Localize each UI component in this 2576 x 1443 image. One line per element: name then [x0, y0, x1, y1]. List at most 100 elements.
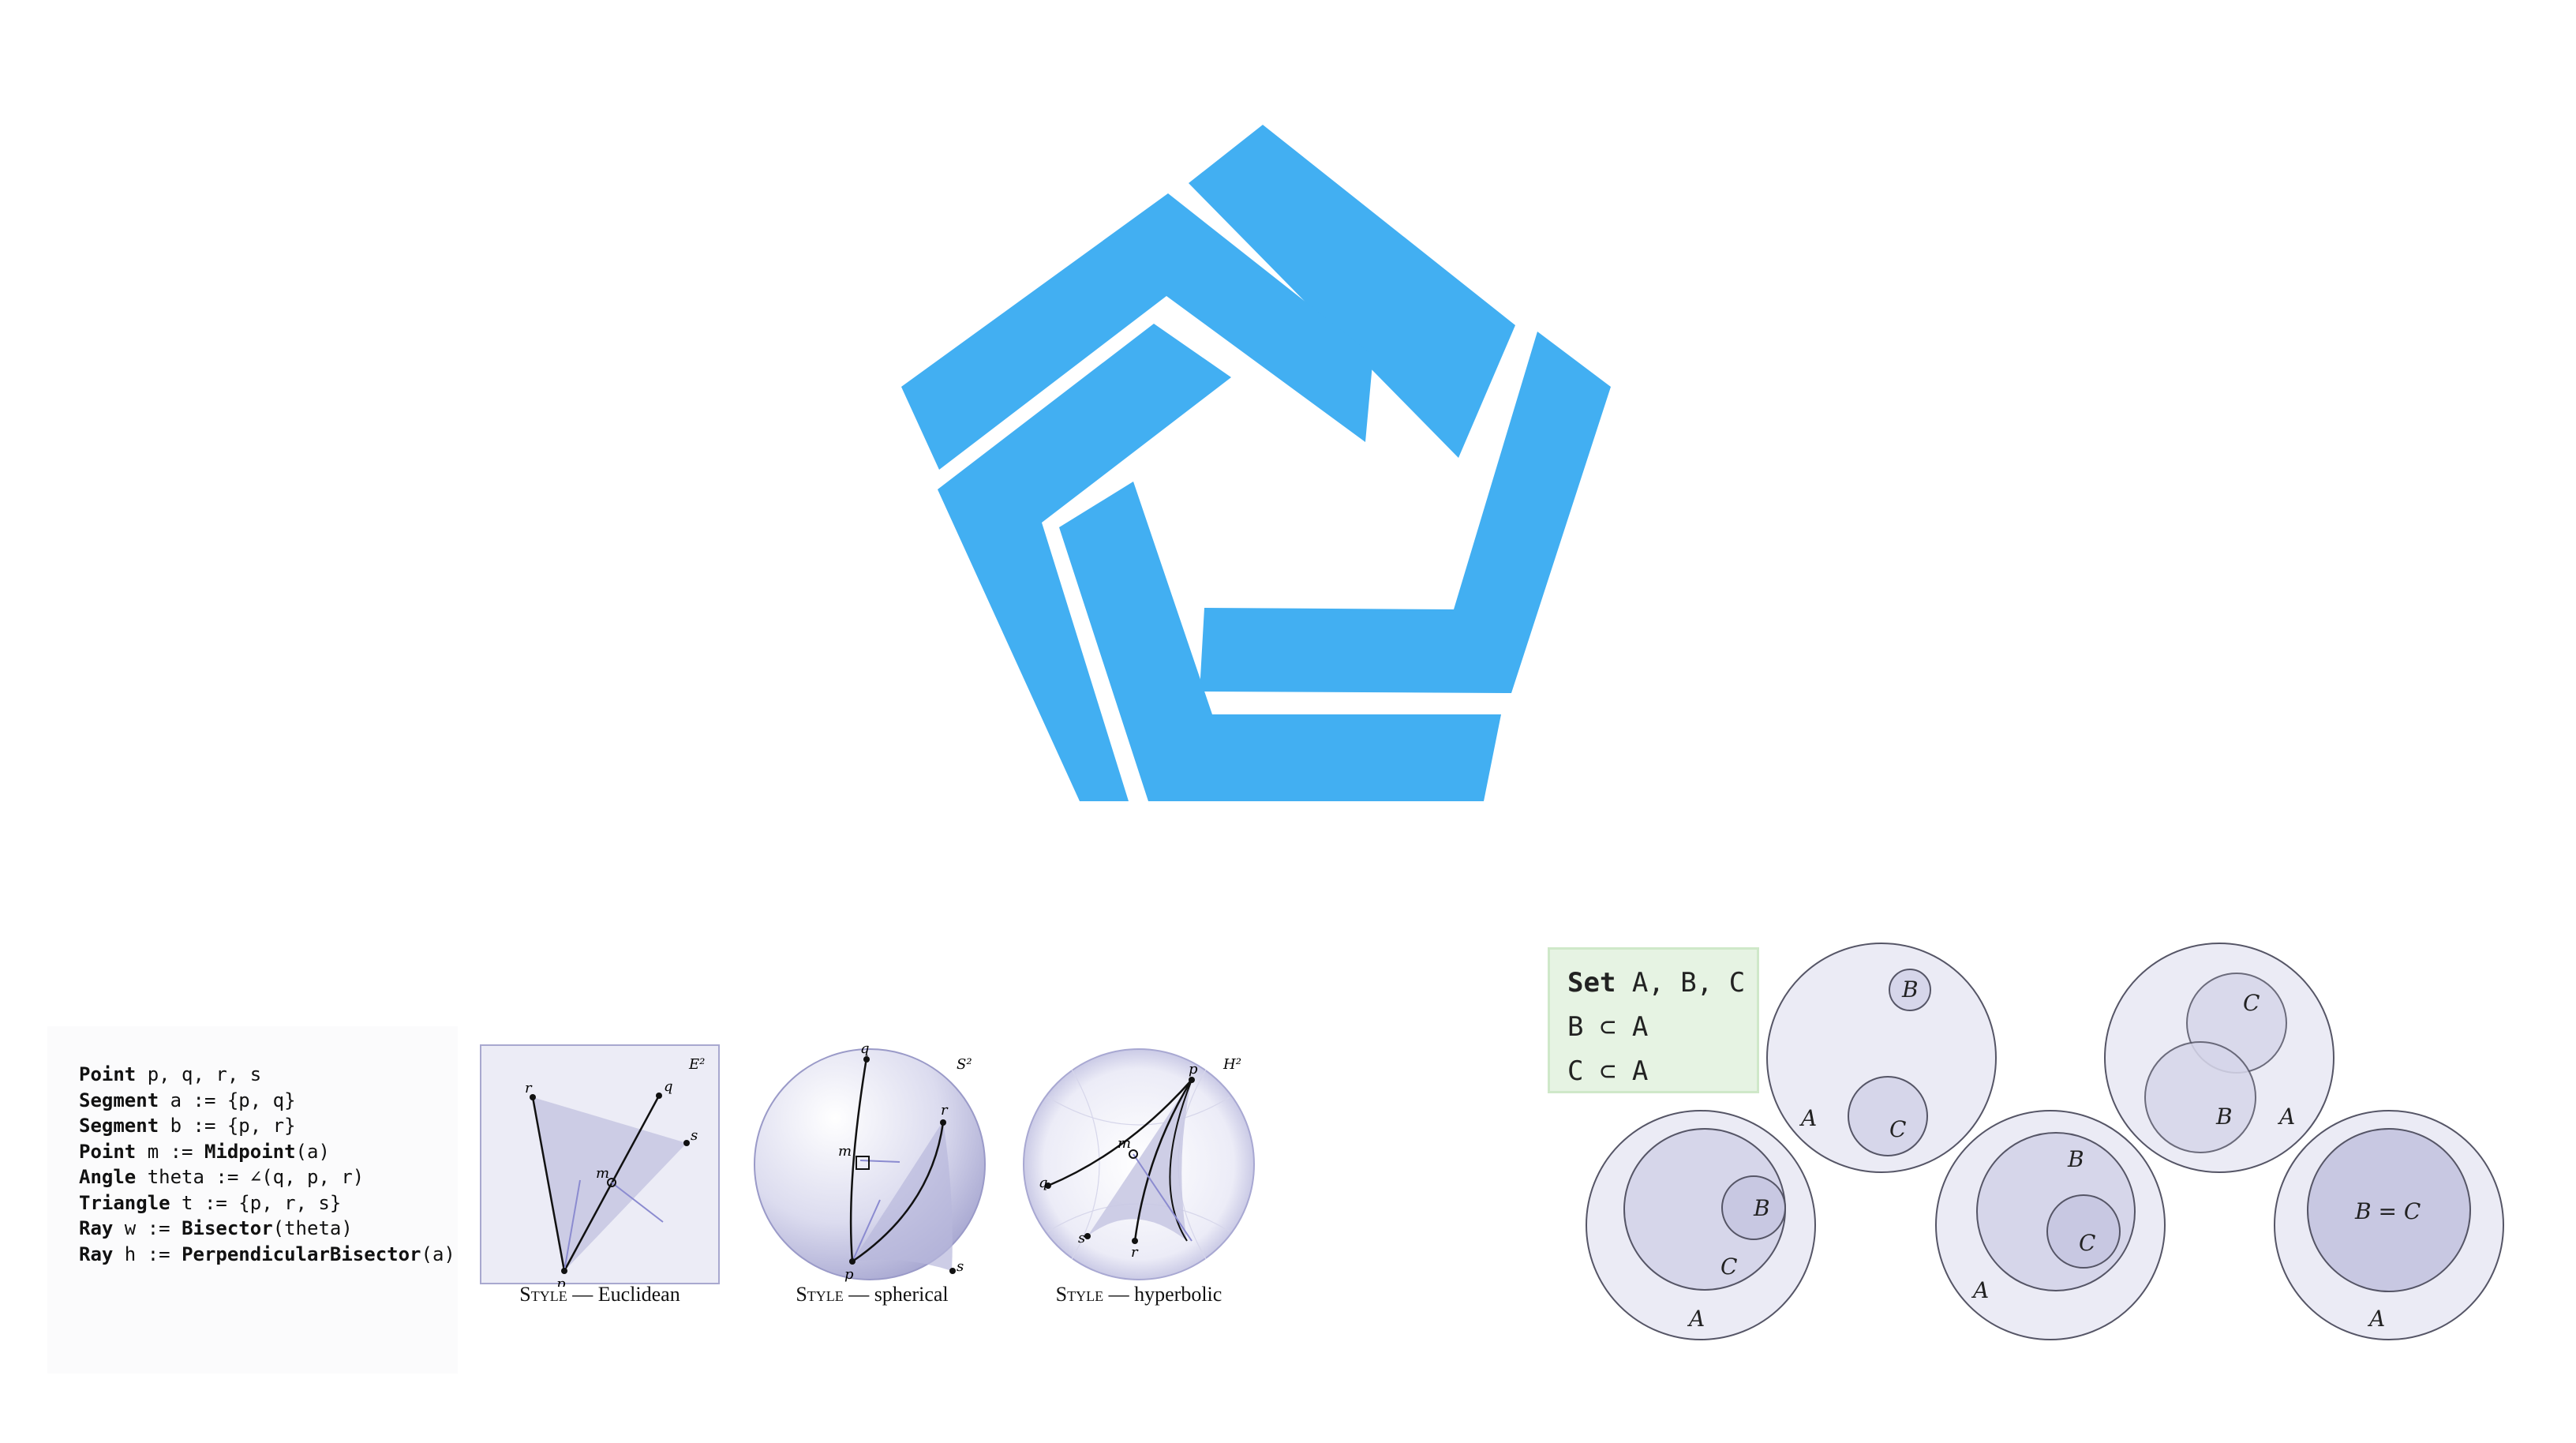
label-p: p	[1189, 1061, 1198, 1078]
code-line: Set A, B, C	[1567, 961, 1757, 1005]
point-q	[863, 1056, 870, 1063]
code-function: Bisector	[182, 1217, 273, 1239]
code-keyword: Ray	[79, 1242, 114, 1265]
code-keyword: Ray	[79, 1217, 114, 1239]
code-line: Point p, q, r, s	[79, 1062, 458, 1088]
venn-label-a: A	[1971, 1277, 1989, 1303]
ray-h	[611, 1182, 664, 1223]
spherical-caption: Style — spherical	[750, 1283, 994, 1306]
label-m: m	[596, 1165, 609, 1182]
label-s: s	[691, 1127, 698, 1144]
point-s	[683, 1140, 690, 1146]
venn-diagram-5	[2274, 1110, 2504, 1340]
ray-h	[859, 1160, 900, 1163]
venn-label-a: A	[2367, 1306, 2385, 1332]
code-keyword: Segment	[79, 1115, 159, 1137]
caption-style-name: hyperbolic	[1134, 1283, 1222, 1306]
code-line: Ray h := PerpendicularBisector(a)	[79, 1242, 458, 1268]
set-b-circle	[1721, 1175, 1786, 1240]
label-m: m	[1118, 1135, 1131, 1152]
set-b-circle	[1889, 969, 1931, 1011]
segment-b	[1133, 1079, 1193, 1242]
segment-a	[849, 1057, 868, 1262]
label-r: r	[1131, 1244, 1139, 1261]
space-label-h2: H²	[1222, 1056, 1241, 1073]
set-a-circle	[1766, 943, 1997, 1173]
point-p	[561, 1268, 567, 1274]
code-line: Point m := Midpoint(a)	[79, 1139, 458, 1165]
label-s: s	[1078, 1230, 1085, 1246]
code-text: A, B, C	[1616, 967, 1746, 999]
point-p	[1189, 1077, 1195, 1083]
code-keyword: Point	[79, 1063, 137, 1085]
point-m	[1129, 1149, 1138, 1159]
venn-label-c: C	[1889, 1116, 1906, 1142]
venn-label-a: A	[1687, 1306, 1705, 1332]
set-program-code: Set A, B, C B ⊂ A C ⊂ A	[1548, 947, 1759, 1093]
label-q: q	[1039, 1175, 1048, 1191]
point-p	[849, 1258, 856, 1265]
ray-h	[1133, 1153, 1193, 1242]
venn-label-c: C	[2079, 1230, 2095, 1256]
point-q	[656, 1093, 662, 1099]
venn-diagrams: B C A C B A B C A B C A B = C A	[1586, 943, 2504, 1340]
point-s	[1084, 1233, 1091, 1239]
label-p: p	[556, 1276, 566, 1287]
pentagon-logo-icon	[901, 125, 1611, 801]
code-text: w :=	[113, 1217, 182, 1239]
point-s	[949, 1268, 956, 1274]
label-s: s	[957, 1258, 964, 1275]
label-q: q	[860, 1042, 870, 1057]
caption-style-word: Style	[1055, 1283, 1104, 1306]
venn-diagram-4	[1935, 1110, 2166, 1340]
code-function: Midpoint	[204, 1140, 296, 1163]
venn-label-b: B	[1901, 976, 1919, 1003]
code-text: m :=	[136, 1140, 204, 1163]
triangle-t	[1088, 1080, 1192, 1241]
euclidean-caption: Style — Euclidean	[477, 1283, 722, 1306]
space-label-e2: E²	[688, 1056, 705, 1073]
space-label-s2: S²	[957, 1056, 972, 1073]
venn-diagram-1	[1766, 943, 1997, 1173]
venn-label-b: B	[1753, 1195, 1770, 1221]
point-r	[940, 1119, 946, 1126]
label-r: r	[941, 1102, 949, 1119]
code-text: (theta)	[272, 1217, 353, 1239]
venn-label-a: A	[1799, 1105, 1817, 1131]
venn-label-b: B	[2215, 1104, 2233, 1130]
caption-style-name: spherical	[874, 1283, 949, 1306]
code-text: (a)	[421, 1242, 455, 1265]
code-line: Ray w := Bisector(theta)	[79, 1216, 458, 1242]
spherical-figure: p q r s m S²	[754, 1042, 986, 1283]
segment-a	[1047, 1079, 1193, 1187]
code-text: t := {p, r, s}	[170, 1191, 342, 1214]
code-function: PerpendicularBisector	[182, 1242, 421, 1265]
venn-label-c: C	[2243, 990, 2260, 1016]
right-angle-mark	[856, 1156, 870, 1170]
segment-b	[852, 1122, 945, 1263]
venn-diagram-3	[1586, 1110, 1816, 1340]
ray-w	[852, 1199, 881, 1262]
venn-label-c: C	[1720, 1254, 1737, 1280]
caption-style-word: Style	[519, 1283, 567, 1306]
hyperbolic-caption: Style — hyperbolic	[1017, 1283, 1261, 1306]
set-bc-circle	[2307, 1128, 2471, 1292]
caption-dash: —	[843, 1283, 874, 1306]
code-keyword: Segment	[79, 1089, 159, 1111]
set-c-circle	[1848, 1076, 1928, 1156]
code-line: Triangle t := {p, r, s}	[79, 1190, 458, 1216]
caption-dash: —	[567, 1283, 598, 1306]
code-text: (a)	[295, 1140, 330, 1163]
code-line: B ⊂ A	[1567, 1011, 1649, 1043]
label-m: m	[838, 1143, 852, 1160]
label-p: p	[844, 1266, 854, 1283]
code-text: p, q, r, s	[136, 1063, 262, 1085]
code-text: h :=	[113, 1242, 182, 1265]
triangle-edge	[1169, 1079, 1193, 1242]
penrose-logo	[901, 125, 1611, 801]
euclidean-figure: p q r s m E²	[480, 1044, 720, 1287]
point-r	[1132, 1238, 1138, 1244]
code-text: a := {p, q}	[159, 1089, 296, 1111]
code-text: b := {p, r}	[159, 1115, 296, 1137]
set-b-circle	[2144, 1041, 2256, 1153]
